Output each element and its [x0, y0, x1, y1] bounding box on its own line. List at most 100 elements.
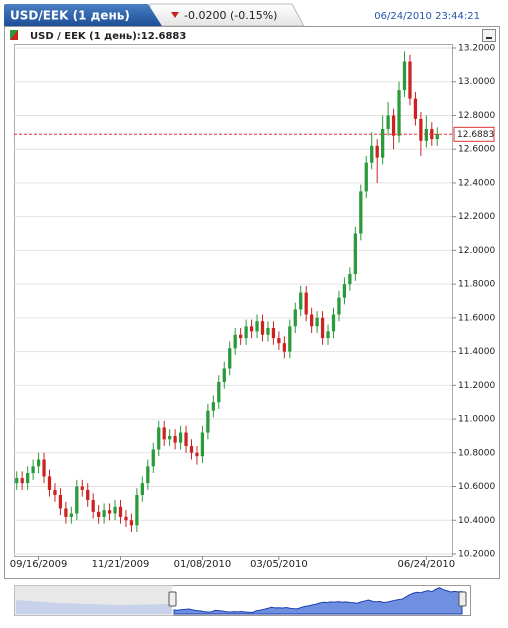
candle-body	[53, 489, 57, 495]
candle-body	[326, 331, 330, 339]
candle-body	[151, 449, 155, 467]
candle-body	[282, 343, 286, 352]
y-tick-label: 11.8000	[458, 280, 495, 290]
y-tick-label: 12.0000	[458, 246, 495, 256]
candle-body	[299, 292, 303, 310]
candle-body	[124, 516, 128, 521]
candle-body	[391, 115, 396, 136]
candle-body	[58, 494, 63, 509]
candle-body	[184, 432, 188, 447]
candle-body	[348, 274, 352, 285]
y-tick-label: 11.0000	[458, 415, 495, 425]
y-tick-label: 10.4000	[458, 516, 495, 526]
candle-body	[206, 410, 210, 433]
candle-body	[15, 478, 19, 484]
candle-body	[239, 334, 243, 339]
candle-body	[424, 128, 428, 141]
candle-body	[189, 446, 194, 453]
x-tick-label: 11/21/2009	[92, 559, 150, 570]
candle-body	[135, 494, 139, 526]
y-tick-label: 12.2000	[458, 212, 495, 222]
candle-body	[20, 478, 24, 484]
x-tick-label: 01/08/2010	[174, 559, 232, 570]
candle-body	[140, 483, 144, 495]
y-tick-label: 13.2000	[458, 44, 495, 54]
x-tick-label: 03/05/2010	[250, 559, 308, 570]
candle-body	[364, 162, 368, 192]
last-value-box	[453, 126, 495, 142]
candle-body	[277, 338, 281, 344]
candle-body	[255, 321, 259, 332]
candle-body	[211, 402, 215, 411]
candle-body	[375, 145, 379, 158]
candle-body	[31, 466, 35, 474]
y-tick-label: 10.6000	[458, 482, 495, 492]
candle-body	[381, 128, 385, 158]
candle-body	[178, 432, 183, 443]
candle-body	[162, 427, 166, 440]
y-tick-label: 11.4000	[458, 347, 495, 357]
candle-body	[168, 435, 172, 440]
timestamp: 06/24/2010 23:44:21	[374, 11, 480, 22]
minimize-button[interactable]	[482, 29, 496, 42]
down-arrow	[171, 12, 179, 18]
candle-body	[288, 326, 292, 352]
candle-body	[408, 61, 412, 99]
candle-body	[370, 145, 374, 163]
navigator-area	[173, 587, 463, 615]
candle-body	[233, 334, 237, 349]
candle-body	[69, 513, 73, 517]
candle-body	[228, 348, 232, 369]
plot-area	[14, 44, 453, 557]
candle-body	[260, 321, 265, 335]
candle-body	[331, 314, 336, 332]
chart-panel	[4, 26, 500, 579]
candle-body	[86, 489, 90, 501]
y-tick-label: 12.4000	[458, 178, 495, 188]
candle-body	[36, 459, 41, 467]
y-tick-label: 12.6000	[458, 145, 495, 155]
candle-body	[91, 500, 95, 512]
candle-body	[413, 98, 418, 119]
candle-body	[359, 191, 363, 234]
candle-body	[26, 473, 30, 484]
candle-body	[315, 317, 319, 327]
candle-body	[107, 510, 112, 514]
candle-body	[102, 510, 106, 517]
candle-body	[173, 435, 177, 443]
candle-body	[80, 486, 84, 490]
change: -0.0200 (-0.15%)	[184, 9, 277, 22]
candle-body	[222, 368, 226, 382]
candle-body	[217, 381, 221, 403]
candle-body	[419, 118, 423, 141]
candle-body	[75, 486, 79, 514]
candle-body	[249, 326, 254, 332]
candle-body	[195, 452, 199, 457]
candle-body	[293, 309, 297, 327]
candle-body	[435, 134, 439, 140]
navigator-handle[interactable]	[458, 591, 467, 607]
navigator-handle[interactable]	[168, 591, 177, 607]
y-tick-label: 11.6000	[458, 313, 495, 323]
candle-body	[146, 466, 150, 484]
candle-body	[402, 61, 407, 91]
candle-body	[266, 327, 270, 335]
candle-body	[42, 459, 46, 477]
candle-body	[129, 520, 134, 526]
candle-body	[353, 233, 357, 275]
candle-body	[337, 297, 341, 315]
legend-swatch-down	[10, 30, 18, 40]
title-tab[interactable]	[4, 4, 162, 26]
y-tick-label: 13.0000	[458, 77, 495, 87]
y-tick-label: 10.2000	[458, 550, 495, 560]
candle-body	[200, 432, 205, 457]
last-value-label: 12.6883	[457, 130, 494, 140]
x-tick-label: 09/16/2009	[10, 559, 68, 570]
navigator-past	[16, 600, 172, 614]
candle-body	[97, 511, 101, 517]
chart-title: USD/EEK (1 день)	[10, 9, 130, 23]
candle-body	[244, 326, 248, 339]
candle-body	[386, 115, 390, 129]
candle-body	[113, 506, 117, 514]
